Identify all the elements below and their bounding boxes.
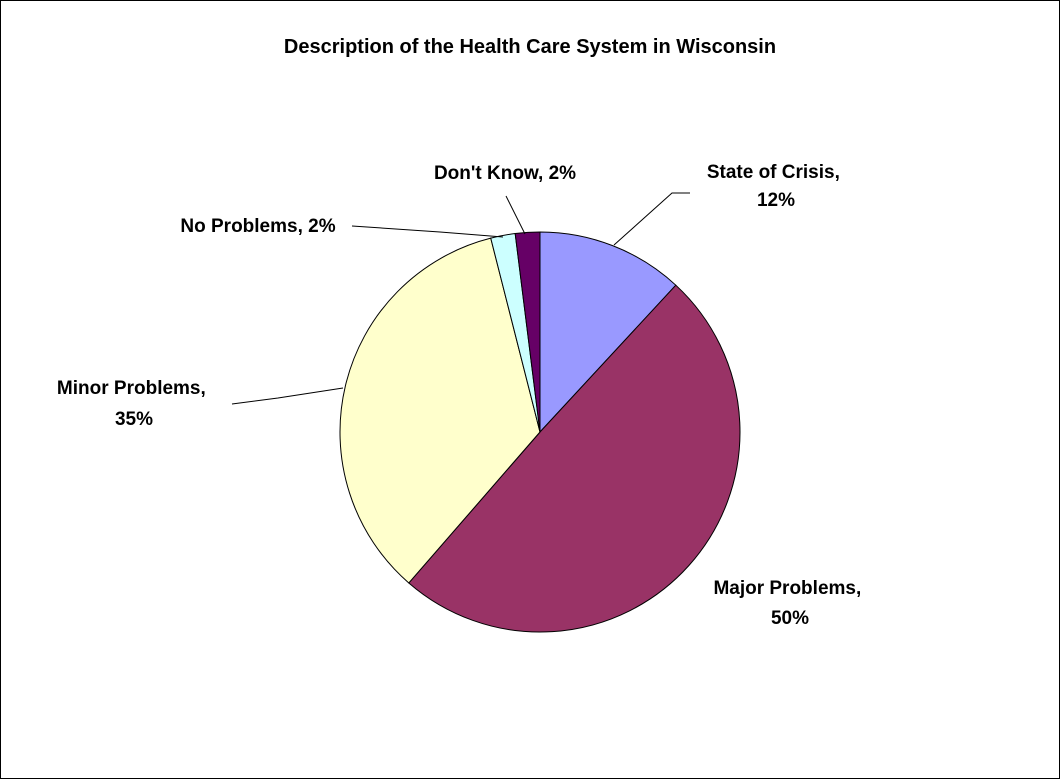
label-major-problems: Major Problems, 50% (713, 578, 866, 629)
label-dont-know: Don't Know, 2% (434, 163, 576, 184)
leader-lines (231, 192, 690, 405)
leader-line-dont-know (505, 195, 526, 235)
chart-title: Description of the Health Care System in… (283, 36, 777, 58)
label-no-problems: No Problems, 2% (180, 216, 335, 237)
pie-slice-don-t-know (514, 231, 541, 433)
leader-line-minor-problems (231, 387, 344, 405)
label-state-of-crisis: State of Crisis, 12% (707, 162, 845, 211)
label-minor-problems: Minor Problems, 35% (57, 378, 211, 430)
leader-line-no-problems (351, 225, 504, 238)
leader-line-state-of-crisis (613, 192, 690, 246)
pie-slice-major-problems (408, 284, 741, 633)
pie-slice-minor-problems (339, 237, 541, 584)
slice-labels: State of Crisis, 12% Major Problems, 50%… (57, 162, 866, 629)
pie-slice-state-of-crisis (539, 231, 677, 434)
pie-slices (339, 231, 741, 633)
